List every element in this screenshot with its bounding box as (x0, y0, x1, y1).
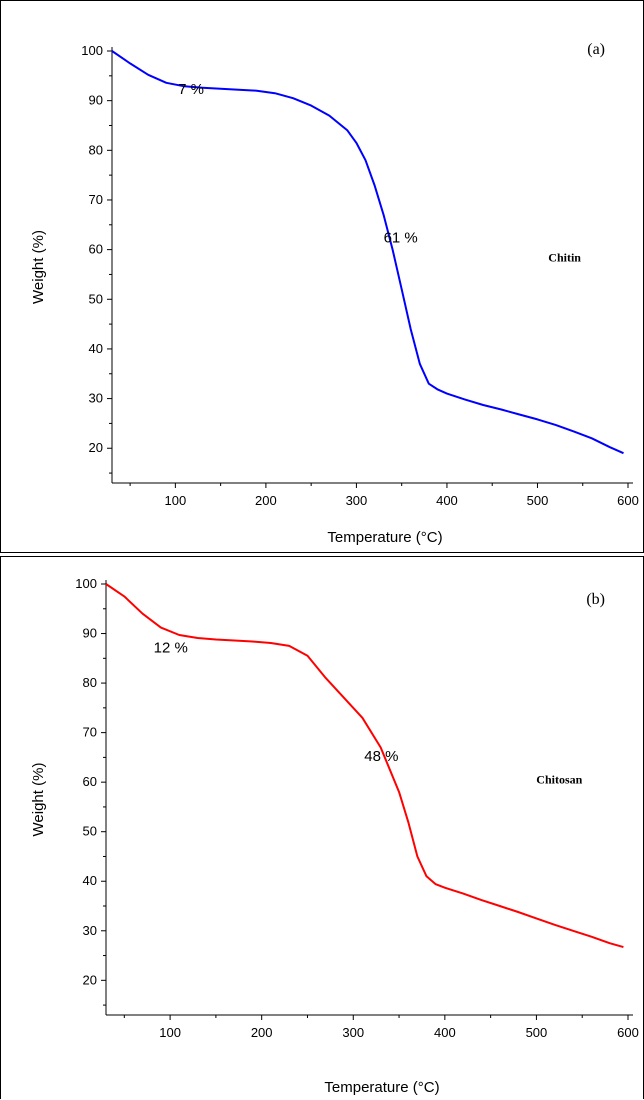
y-tick-label: 50 (83, 824, 97, 839)
weight-loss-annotation: 12 % (154, 639, 188, 656)
series-line-chitosan (105, 583, 624, 949)
x-tick-label: 200 (255, 493, 277, 508)
x-tick-label: 600 (617, 1025, 639, 1040)
panel-label: (b) (586, 591, 605, 608)
y-tick-label: 80 (89, 142, 103, 157)
y-tick-label: 100 (75, 576, 97, 591)
x-tick-label: 500 (526, 1025, 548, 1040)
y-tick-label: 70 (89, 192, 103, 207)
x-tick-label: 100 (165, 493, 187, 508)
y-tick-label: 80 (83, 675, 97, 690)
y-tick-label: 40 (83, 873, 97, 888)
y-axis-title: Weight (%) (30, 230, 47, 304)
weight-loss-annotation: 48 % (364, 748, 398, 765)
x-tick-label: 100 (159, 1025, 181, 1040)
x-tick-label: 200 (251, 1025, 273, 1040)
weight-loss-annotation: 61 % (384, 230, 418, 247)
chitin-tga-chart: 20 30 40 50 60 70 80 90 100 100 200 300 400 500 600 Tem… (30, 41, 639, 546)
y-tick-label: 20 (89, 440, 103, 455)
y-axis-title: Weight (%) (30, 763, 47, 837)
y-tick-label: 50 (89, 291, 103, 306)
y-tick-label: 30 (83, 923, 97, 938)
y-tick-label: 90 (89, 93, 103, 108)
x-axis-title: Temperature (°C) (324, 1079, 439, 1096)
weight-loss-annotation: 7 % (178, 81, 204, 98)
x-tick-label: 600 (617, 493, 639, 508)
y-tick-label: 40 (89, 341, 103, 356)
y-tick-label: 20 (83, 972, 97, 987)
series-line-chitin (111, 50, 624, 455)
x-tick-label: 400 (434, 1025, 456, 1040)
x-tick-label: 300 (342, 1025, 364, 1040)
x-axis-title: Temperature (°C) (327, 529, 442, 546)
y-tick-label: 60 (83, 774, 97, 789)
chart-panel-chitosan: 20 30 40 50 60 70 80 90 100 100 200 300 400 500 600 Tem… (0, 556, 644, 1099)
x-tick-label: 300 (346, 493, 368, 508)
y-tick-label: 30 (89, 391, 103, 406)
series-name-label: Chitosan (536, 773, 582, 787)
x-tick-label: 500 (527, 493, 549, 508)
y-tick-label: 90 (83, 626, 97, 641)
chart-panel-chitin: 20 30 40 50 60 70 80 90 100 100 200 300 400 500 600 Tem… (0, 0, 644, 553)
x-tick-label: 400 (436, 493, 458, 508)
panel-label: (a) (587, 41, 605, 58)
y-tick-label: 100 (81, 43, 103, 58)
y-tick-label: 60 (89, 242, 103, 257)
series-name-label: Chitin (548, 251, 581, 265)
y-tick-label: 70 (83, 725, 97, 740)
chitosan-tga-chart: 20 30 40 50 60 70 80 90 100 100 200 300 400 500 600 Tem… (30, 576, 639, 1096)
